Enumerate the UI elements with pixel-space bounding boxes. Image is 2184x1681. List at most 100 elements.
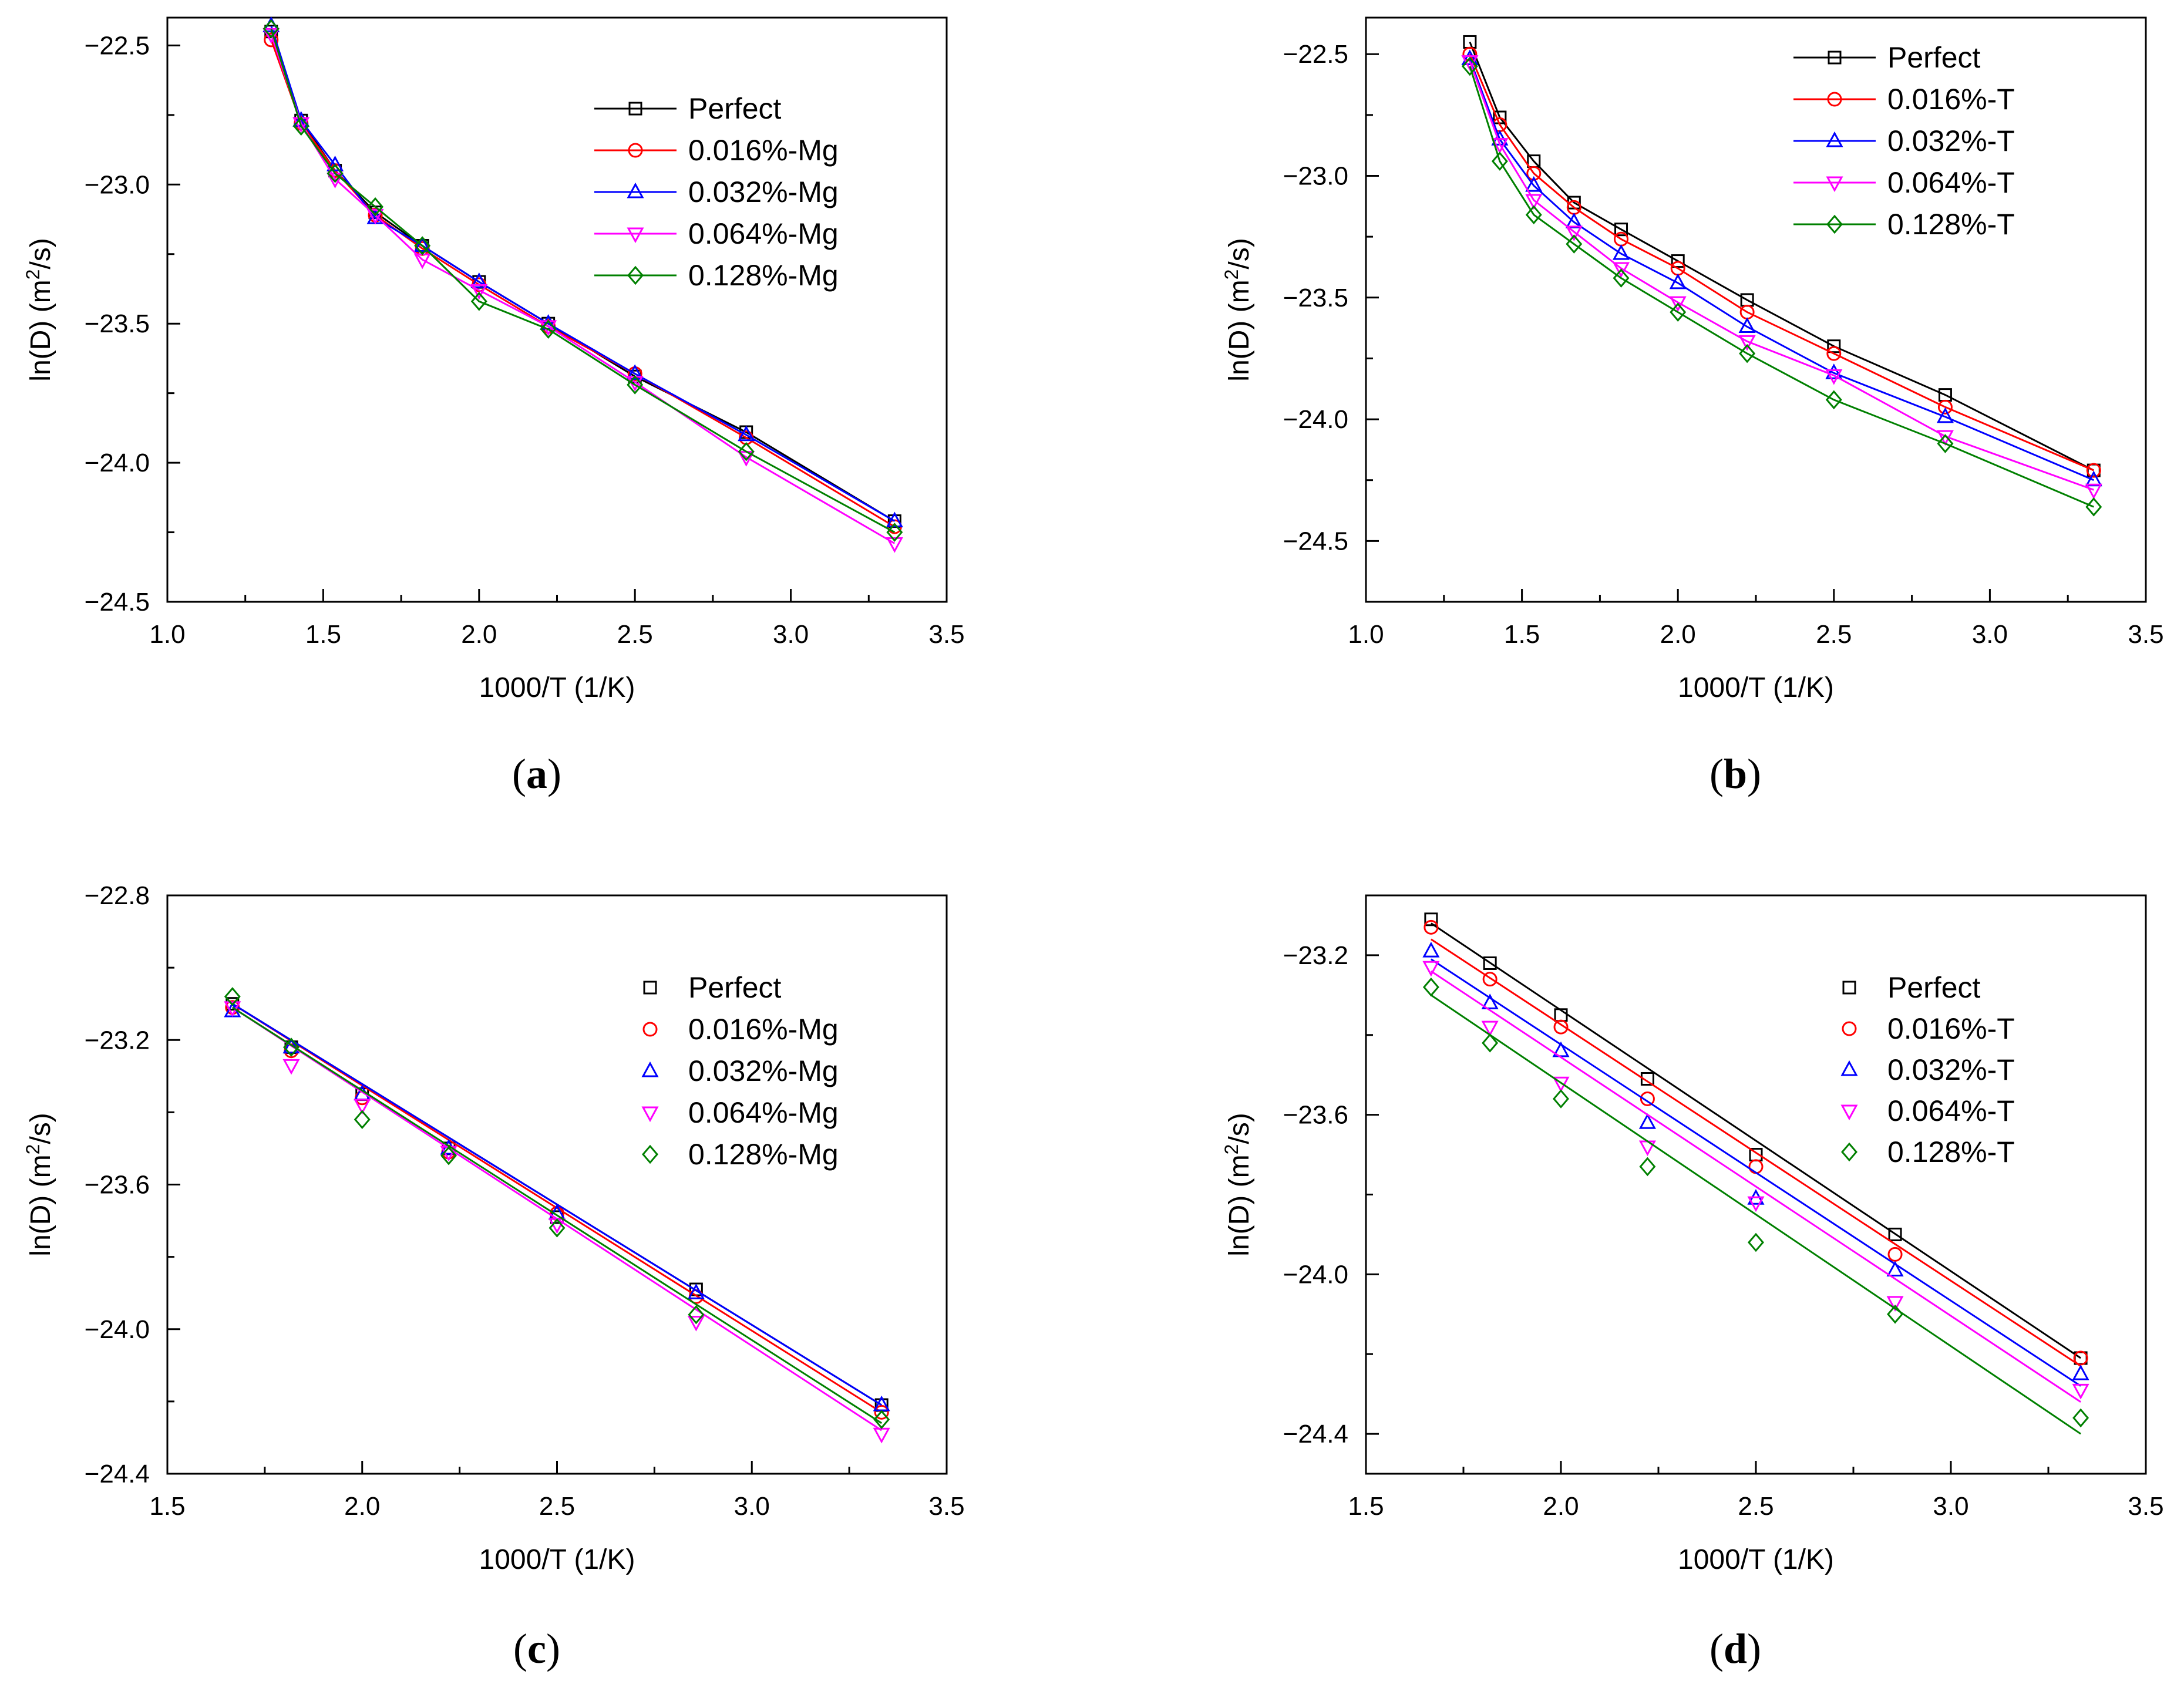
- x-axis-label: 1000/T (1/K): [479, 672, 635, 703]
- data-point: [1747, 1196, 1765, 1212]
- data-point: [1936, 407, 1954, 423]
- y-tick-label: −24.4: [85, 1460, 150, 1488]
- legend-label: 0.128%-T: [1887, 208, 2015, 241]
- y-tick-label: −24.5: [85, 588, 150, 617]
- data-point: [224, 987, 241, 1006]
- data-point: [470, 272, 488, 288]
- legend-marker: [1840, 1104, 1858, 1121]
- y-tick-label: −24.0: [1283, 1260, 1348, 1289]
- legend-marker: [641, 1061, 659, 1077]
- x-tick-label: 3.5: [2128, 1492, 2163, 1521]
- data-point: [1483, 956, 1497, 970]
- data-point: [1491, 151, 1508, 171]
- y-tick-label: −23.2: [1283, 941, 1348, 970]
- legend: Perfect 0.016%-Mg 0.032%-Mg 0.064%-Mg 0.128%…: [594, 92, 839, 292]
- data-point: [1482, 972, 1497, 987]
- data-point: [874, 1404, 889, 1420]
- data-point: [1669, 296, 1687, 312]
- panel-label: (c): [513, 1625, 560, 1672]
- series-5: [263, 19, 903, 542]
- data-point: [2086, 463, 2101, 478]
- legend-label: 0.016%-Mg: [688, 134, 839, 167]
- legend-label: 0.064%-Mg: [688, 217, 839, 250]
- x-tick-label: 2.5: [1816, 620, 1852, 649]
- fit-line: [1431, 922, 2081, 1359]
- data-point: [1888, 1227, 1902, 1241]
- data-point: [1669, 273, 1687, 289]
- x-axis-label: 1000/T (1/K): [1678, 1544, 1834, 1575]
- data-point: [873, 1410, 890, 1429]
- data-point: [1639, 1157, 1656, 1177]
- data-point: [1614, 223, 1628, 237]
- fit-line: [1431, 970, 2081, 1403]
- series-line: [1469, 58, 2094, 481]
- legend-label: 0.016%-Mg: [688, 1013, 839, 1046]
- data-point: [470, 291, 487, 311]
- data-point: [540, 319, 557, 339]
- legend-marker: [1842, 981, 1856, 995]
- data-point: [1670, 302, 1687, 322]
- legend-label: Perfect: [1887, 41, 1981, 74]
- data-point: [1461, 56, 1478, 76]
- fit-line: [231, 1006, 883, 1424]
- x-tick-label: 2.0: [1660, 620, 1696, 649]
- data-point: [687, 1284, 705, 1299]
- x-axis-label: 1000/T (1/K): [479, 1544, 635, 1575]
- y-tick-label: −23.0: [1283, 161, 1348, 190]
- data-point: [1826, 346, 1842, 361]
- y-axis-label: ln(D) (m2/s): [1221, 1113, 1255, 1256]
- legend-label: 0.064%-Mg: [688, 1096, 839, 1129]
- data-point: [2072, 1408, 2089, 1428]
- y-tick-label: −24.5: [1283, 527, 1348, 555]
- series-5: [1461, 56, 2102, 517]
- legend-marker: [627, 265, 644, 285]
- x-tick-label: 1.0: [1348, 620, 1384, 649]
- data-point: [738, 425, 755, 442]
- x-tick-label: 1.5: [305, 620, 341, 649]
- data-point: [1640, 1072, 1654, 1086]
- data-point: [1565, 225, 1583, 241]
- legend-label: 0.064%-T: [1887, 1094, 2015, 1127]
- data-point: [1825, 390, 1842, 410]
- data-point: [292, 116, 309, 136]
- data-point: [1481, 1020, 1499, 1037]
- x-tick-label: 3.0: [773, 620, 809, 649]
- data-point: [1613, 268, 1630, 288]
- fit-line: [1431, 994, 2081, 1435]
- x-tick-label: 2.5: [539, 1492, 575, 1521]
- data-point: [327, 164, 344, 183]
- data-point: [413, 236, 431, 252]
- series-line: [270, 28, 896, 533]
- data-point: [1936, 430, 1954, 446]
- y-tick-label: −24.0: [85, 1315, 150, 1344]
- y-tick-label: −23.6: [1283, 1101, 1348, 1130]
- x-tick-label: 1.5: [1504, 620, 1540, 649]
- y-tick-label: −23.0: [85, 170, 150, 199]
- data-point: [1825, 369, 1843, 385]
- data-point: [1422, 977, 1439, 997]
- data-point: [627, 375, 644, 395]
- legend-marker: [642, 1144, 658, 1164]
- data-point: [886, 511, 903, 528]
- series-line: [1469, 41, 2094, 471]
- legend-label: 0.032%-T: [1887, 1053, 2015, 1086]
- y-tick-label: −22.8: [85, 881, 150, 910]
- legend-marker: [1826, 176, 1843, 193]
- data-point: [1525, 205, 1542, 225]
- data-point: [440, 1146, 457, 1165]
- data-point: [1422, 961, 1440, 977]
- legend-marker: [642, 1022, 658, 1037]
- legend: Perfect 0.016%-Mg 0.032%-Mg 0.064%-Mg 0.128%…: [641, 971, 839, 1171]
- data-point: [354, 1099, 371, 1115]
- data-point: [1424, 919, 1439, 935]
- data-point: [282, 1059, 300, 1075]
- legend-marker: [643, 981, 657, 995]
- y-tick-label: −23.5: [85, 309, 150, 338]
- data-point: [1671, 254, 1685, 268]
- x-tick-label: 2.5: [617, 620, 653, 649]
- series-5: [1422, 977, 2089, 1435]
- data-point: [354, 1110, 371, 1129]
- data-point: [1566, 234, 1583, 254]
